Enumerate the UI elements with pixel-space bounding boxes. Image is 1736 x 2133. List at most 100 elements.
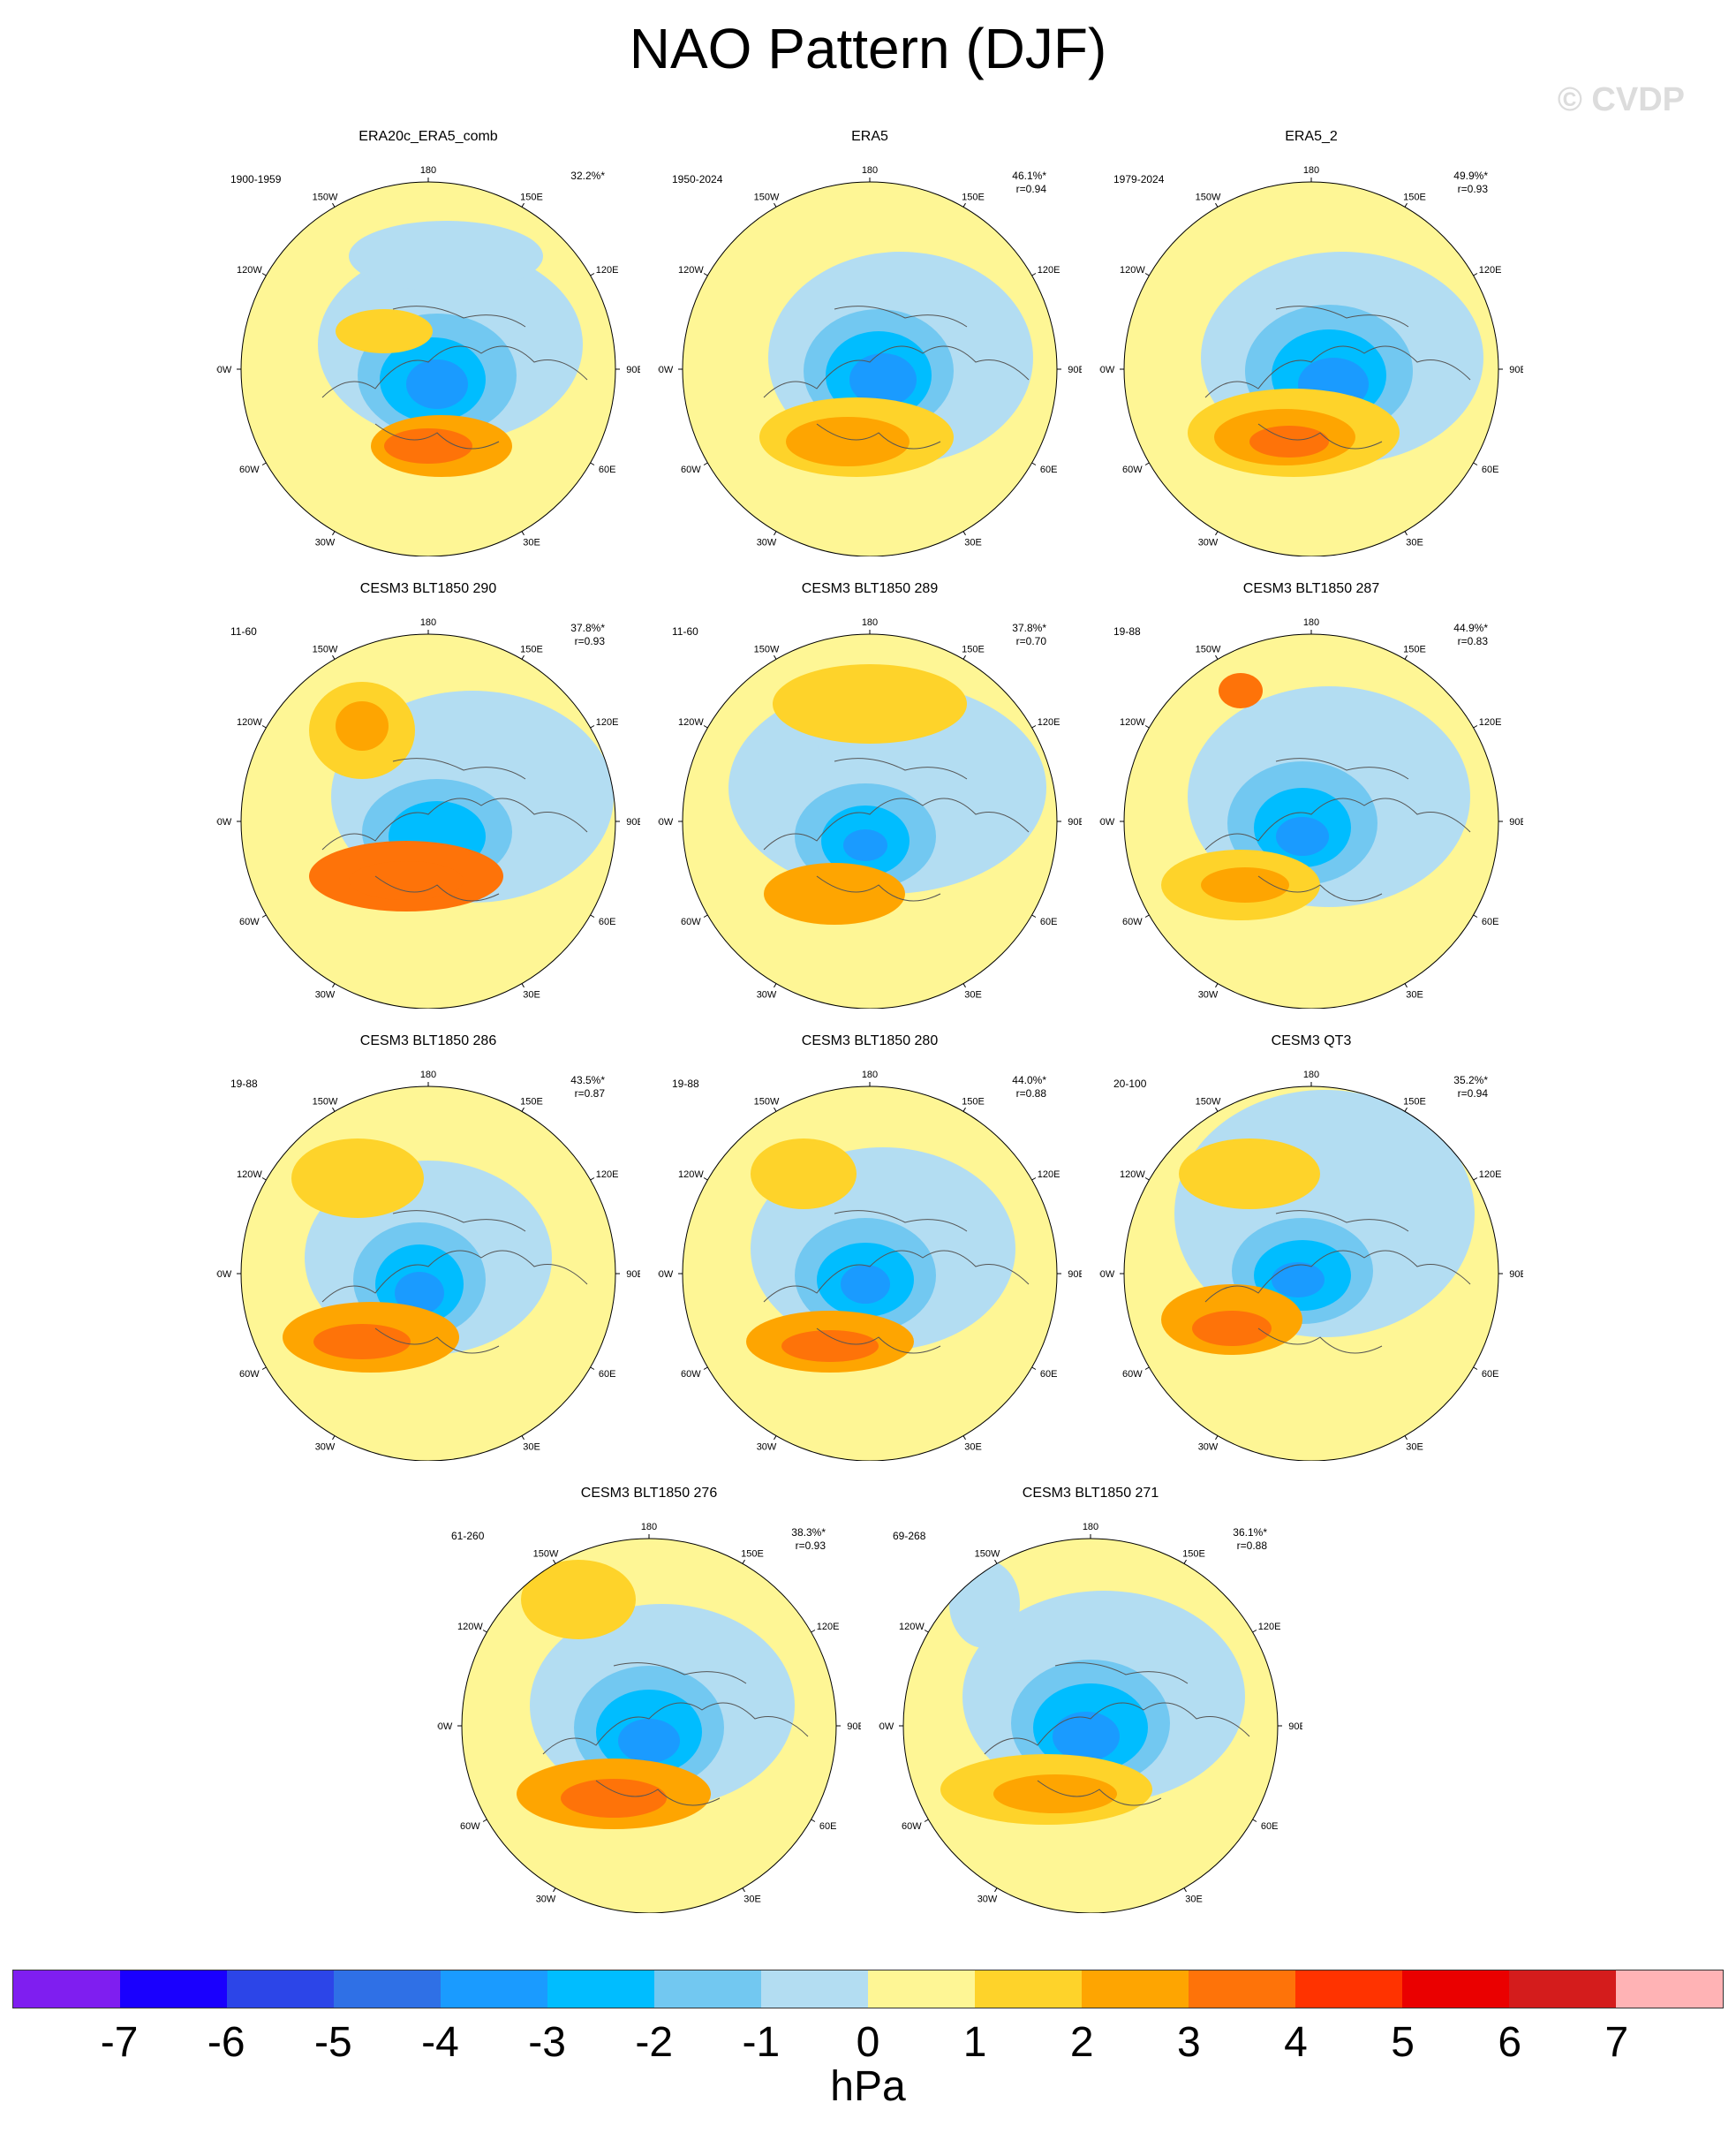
map-field — [241, 182, 615, 556]
panel-pattern-correlation: r=0.87 — [574, 1087, 605, 1100]
longitude-tick — [521, 1435, 525, 1441]
longitude-tick — [1144, 725, 1150, 729]
colorbar-box — [868, 1970, 975, 2008]
panel-stats: 46.1%* r=0.94 — [1012, 170, 1046, 196]
map-field — [241, 634, 615, 1009]
colorbar-box — [975, 1970, 1082, 2008]
longitude-tick — [261, 273, 267, 276]
colorbar-tick-label: -5 — [314, 2019, 352, 2066]
longitude-tick — [521, 983, 525, 988]
positive-anomaly-contour — [993, 1774, 1117, 1813]
longitude-label: 120E — [1258, 1622, 1281, 1632]
map-field — [683, 182, 1057, 556]
longitude-label: 60W — [239, 917, 260, 927]
coastline — [321, 1210, 588, 1354]
longitude-tick — [1215, 1435, 1219, 1441]
colorbar-box — [654, 1970, 761, 2008]
map-panel: ERA5 1950-2024 46.1%*r=0.94 180 150E 120E 90E 6… — [658, 129, 1082, 556]
panel-stats: 36.1%* r=0.88 — [1233, 1526, 1267, 1553]
longitude-label: 150E — [962, 644, 985, 654]
longitude-tick — [261, 725, 267, 729]
negative-anomaly-region — [949, 1560, 1020, 1648]
longitude-label: 120E — [1479, 717, 1502, 728]
longitude-tick — [590, 273, 595, 276]
longitude-tick — [1031, 462, 1037, 465]
coastline — [542, 1662, 809, 1806]
longitude-label: 60W — [460, 1821, 480, 1832]
panel-stats: 44.9%* r=0.83 — [1453, 622, 1488, 648]
longitude-tick — [1215, 531, 1219, 536]
longitude-label: 30W — [315, 1442, 336, 1453]
longitude-tick — [962, 1107, 966, 1112]
longitude-tick — [521, 1107, 525, 1112]
negative-anomaly-contour — [841, 1265, 890, 1304]
longitude-tick — [774, 654, 777, 660]
colorbar-tick-label: 1 — [962, 2019, 987, 2066]
longitude-label: 150E — [520, 192, 543, 202]
panel-years: 11-60 — [672, 625, 698, 638]
longitude-label: 150W — [533, 1548, 559, 1559]
panel-stats: 44.0%* r=0.88 — [1012, 1074, 1046, 1101]
positive-anomaly-contour — [773, 664, 967, 744]
longitude-label: 30W — [757, 1442, 777, 1453]
longitude-label: 30W — [757, 990, 777, 1001]
longitude-tick — [261, 1366, 267, 1370]
longitude-tick — [482, 1630, 487, 1633]
colorbar-box — [120, 1970, 227, 2008]
coastline — [763, 758, 1030, 902]
positive-anomaly-contour — [1219, 673, 1263, 708]
positive-anomaly-contour — [1192, 1311, 1272, 1346]
colorbar-box — [1295, 1970, 1402, 2008]
panel-stats: 37.8%* r=0.70 — [1012, 622, 1046, 648]
longitude-tick — [703, 725, 708, 729]
colorbar-box — [1509, 1970, 1616, 2008]
longitude-label: 60W — [681, 1369, 701, 1380]
colorbar-tick-label: 4 — [1284, 2019, 1308, 2066]
panel-pattern-correlation: r=0.88 — [1236, 1539, 1267, 1552]
longitude-tick — [1404, 202, 1408, 208]
colorbar-box — [227, 1970, 334, 2008]
longitude-label: 60E — [599, 465, 616, 475]
longitude-tick — [1473, 462, 1478, 465]
longitude-label: 150E — [1182, 1548, 1205, 1559]
longitude-label: 150W — [1196, 1096, 1221, 1107]
panel-percent-variance: 44.9%* — [1453, 622, 1488, 634]
negative-anomaly-region — [349, 221, 543, 291]
panel-title: CESM3 BLT1850 290 — [359, 581, 497, 596]
polar-map: 180150E120E90E60E30E030W60W90W120W150W — [1099, 617, 1523, 1009]
longitude-tick — [703, 462, 708, 465]
longitude-tick — [1252, 1630, 1257, 1633]
longitude-tick — [1404, 1435, 1408, 1441]
positive-anomaly-contour — [313, 1324, 411, 1359]
longitude-label: 120E — [1479, 265, 1502, 276]
longitude-label: 90E — [1509, 817, 1523, 828]
longitude-label: 60W — [681, 465, 701, 475]
panel-years: 19-88 — [230, 1078, 258, 1090]
longitude-label: 60E — [599, 917, 616, 927]
colorbar-tick-label: -7 — [100, 2019, 139, 2066]
longitude-tick — [1031, 725, 1037, 729]
panel-title: CESM3 QT3 — [1271, 1033, 1352, 1048]
map-panel: ERA20c_ERA5_comb 1900-1959 32.2%* 180 150E 12… — [216, 129, 640, 556]
longitude-label: 60E — [819, 1821, 837, 1832]
panel-title: CESM3 BLT1850 286 — [359, 1033, 497, 1048]
polar-map: 180150E120E90E60E30E030W60W90W120W150W — [658, 165, 1082, 556]
longitude-label: 120W — [457, 1622, 483, 1632]
longitude-label: 60W — [1122, 1369, 1143, 1380]
longitude-label: 30W — [1198, 990, 1219, 1001]
longitude-label: 120W — [678, 1169, 704, 1180]
longitude-label: 120W — [1120, 265, 1145, 276]
coastline — [1204, 306, 1471, 450]
longitude-label: 120E — [596, 1169, 619, 1180]
longitude-label: 120E — [817, 1622, 840, 1632]
panel-percent-variance: 37.8%* — [570, 622, 605, 634]
panel-title: ERA20c_ERA5_comb — [359, 129, 498, 144]
panel-stats: 37.8%* r=0.93 — [570, 622, 605, 648]
longitude-tick — [1031, 1177, 1037, 1181]
longitude-tick — [1404, 1107, 1408, 1112]
panel-stats: 49.9%* r=0.93 — [1453, 170, 1488, 196]
polar-map: 180150E120E90E60E30E030W60W90W120W150W — [216, 165, 640, 556]
longitude-label: 150W — [1196, 644, 1221, 654]
longitude-label: 90W — [879, 1721, 894, 1732]
longitude-label: 120E — [1038, 265, 1060, 276]
